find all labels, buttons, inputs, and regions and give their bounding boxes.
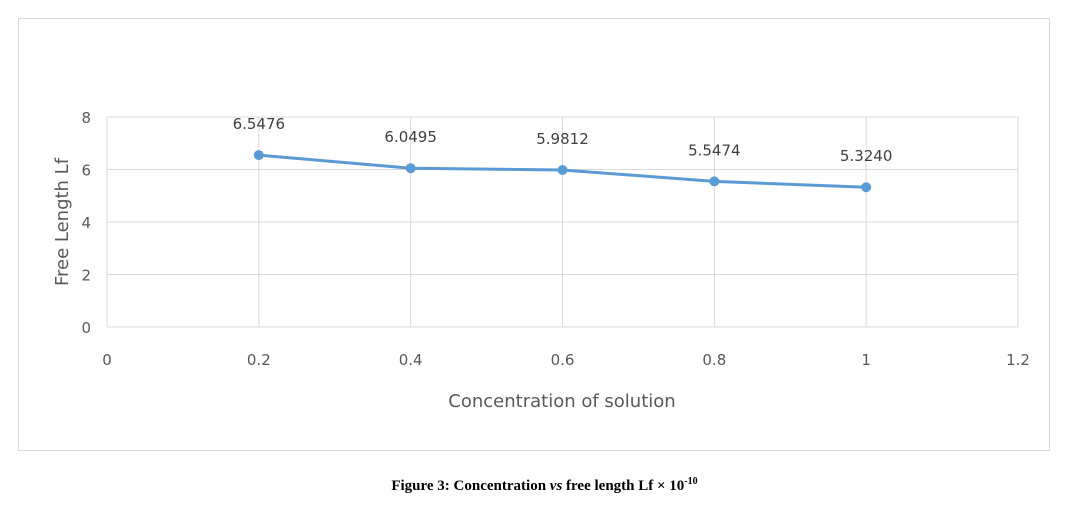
x-tick-label: 0.2: [247, 351, 271, 369]
data-label: 5.3240: [840, 147, 893, 165]
data-label: 5.9812: [536, 130, 589, 148]
y-tick-label: 8: [81, 109, 91, 127]
y-tick-label: 4: [81, 214, 91, 232]
caption-italic: vs: [549, 478, 563, 494]
x-tick-label: 0.4: [399, 351, 423, 369]
data-label: 5.5474: [688, 141, 741, 159]
caption-text-2: free length Lf × 10: [562, 478, 685, 494]
data-point: [253, 150, 264, 161]
chart-border: [18, 18, 1050, 451]
x-axis-title: Concentration of solution: [448, 391, 675, 412]
x-tick-label: 0.6: [551, 351, 575, 369]
caption-exponent: -10: [684, 476, 698, 487]
x-tick-label: 1.2: [1006, 351, 1030, 369]
x-tick-label: 1: [861, 351, 871, 369]
data-point: [557, 164, 568, 175]
y-tick-label: 2: [81, 267, 91, 285]
data-label: 6.5476: [233, 115, 286, 133]
y-tick-label: 0: [81, 319, 91, 337]
y-tick-label: 6: [81, 162, 91, 180]
y-axis-title: Free Length Lf: [52, 157, 73, 286]
caption-text: Figure 3: Concentration: [391, 478, 550, 494]
line-chart: 0 2 4 6 8 0 0.2 0.4 0.6 0.8 1 1.2 6.5476 6.0495 5.981…: [18, 18, 1050, 451]
figure-caption: Figure 3: Concentration vs free length L…: [0, 476, 1089, 495]
data-point: [861, 182, 872, 193]
x-tick-label: 0.8: [702, 351, 726, 369]
x-tick-label: 0: [102, 351, 112, 369]
data-label: 6.0495: [384, 128, 437, 146]
data-point: [709, 176, 720, 187]
data-point: [405, 163, 416, 174]
